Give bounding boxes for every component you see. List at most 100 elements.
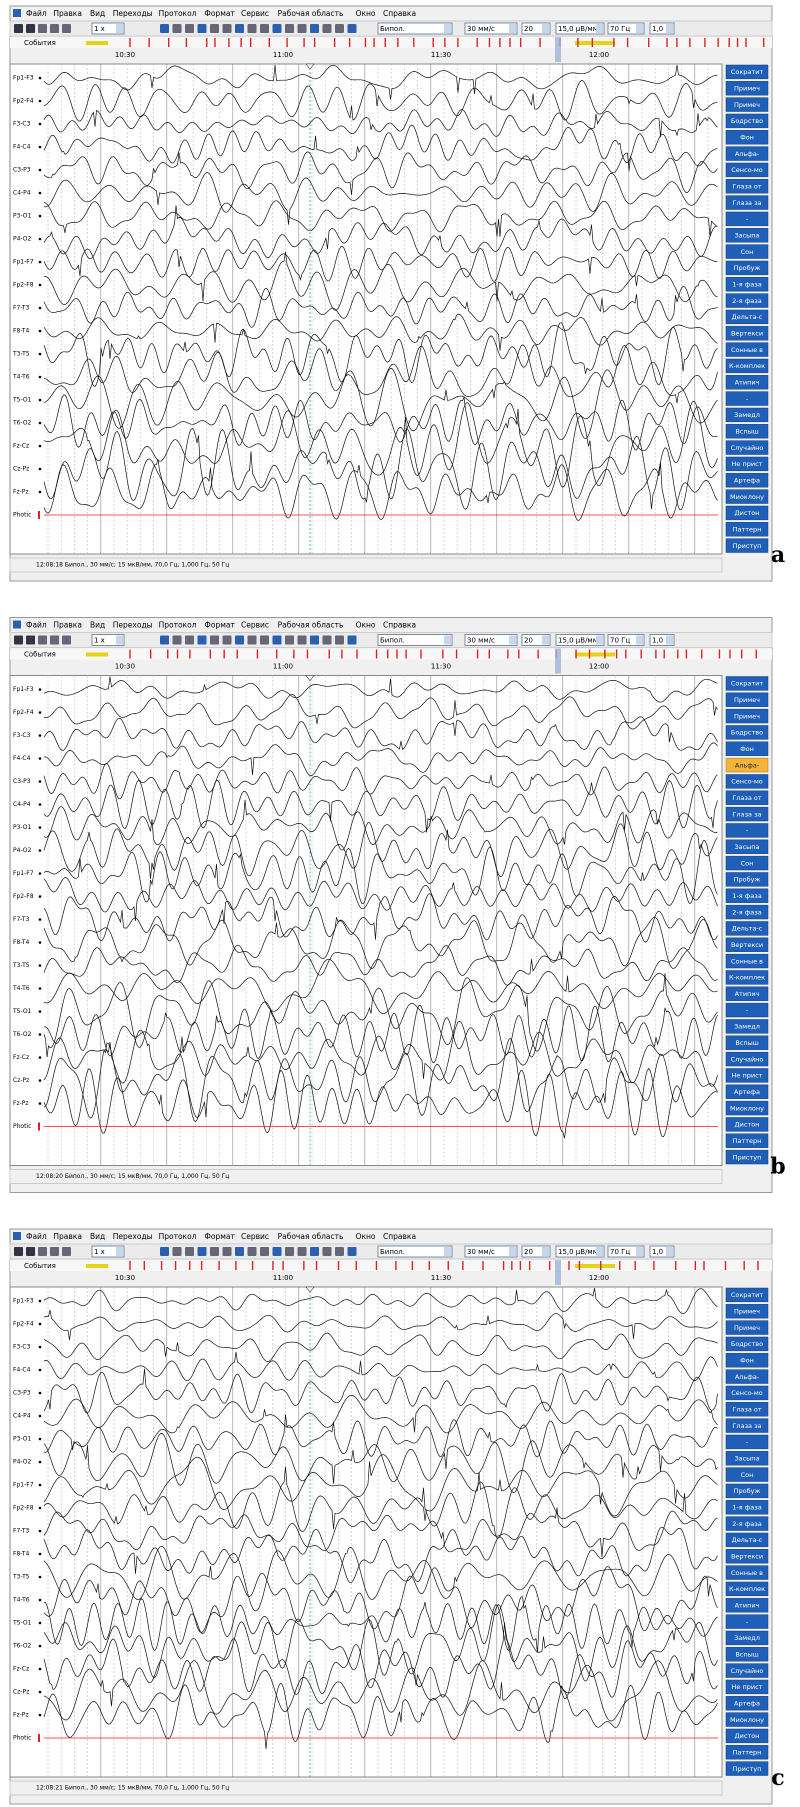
event-button[interactable]: [725, 1500, 769, 1515]
event-button[interactable]: [725, 1385, 769, 1401]
event-button[interactable]: [725, 1647, 769, 1662]
toolbar-icon[interactable]: [285, 24, 294, 33]
event-button[interactable]: [725, 1320, 769, 1335]
combo-box[interactable]: [521, 22, 551, 35]
event-button[interactable]: [725, 1728, 769, 1744]
event-button[interactable]: [725, 1287, 769, 1303]
event-button[interactable]: [725, 81, 769, 96]
menu-item[interactable]: Вид: [90, 1232, 105, 1241]
event-button[interactable]: [725, 1149, 769, 1165]
event-button[interactable]: [725, 937, 769, 952]
event-button[interactable]: [725, 1353, 769, 1368]
event-button[interactable]: [725, 1581, 769, 1597]
event-button[interactable]: [725, 970, 769, 985]
menu-item[interactable]: Формат: [204, 1232, 235, 1241]
toolbar-icon[interactable]: [235, 24, 244, 33]
toolbar-icon[interactable]: [285, 1247, 294, 1256]
combo-box[interactable]: [91, 634, 125, 646]
combo-box[interactable]: [607, 1245, 645, 1258]
combo-box[interactable]: [464, 22, 518, 35]
event-button[interactable]: [725, 1100, 769, 1116]
event-button[interactable]: [725, 757, 769, 773]
toolbar-icon[interactable]: [26, 635, 35, 645]
toolbar-icon[interactable]: [347, 635, 357, 645]
event-button[interactable]: [725, 1696, 769, 1711]
toolbar-icon[interactable]: [310, 1247, 319, 1256]
event-button[interactable]: [725, 872, 769, 887]
event-button[interactable]: [725, 774, 769, 789]
event-button[interactable]: [725, 407, 769, 423]
menu-item[interactable]: Вид: [90, 9, 105, 18]
event-button[interactable]: [725, 904, 769, 920]
event-button[interactable]: [725, 1614, 769, 1629]
menu-item[interactable]: Сервис: [241, 621, 269, 630]
event-button[interactable]: [725, 1402, 769, 1417]
event-button[interactable]: [725, 1051, 769, 1067]
toolbar-icon[interactable]: [247, 635, 257, 645]
event-button[interactable]: [725, 1663, 769, 1678]
event-button[interactable]: [725, 1133, 769, 1148]
menu-item[interactable]: Сервис: [241, 9, 269, 18]
toolbar-icon[interactable]: [297, 635, 307, 645]
toolbar-icon[interactable]: [14, 635, 23, 645]
menu-item[interactable]: Протокол: [159, 9, 197, 18]
toolbar-icon[interactable]: [172, 24, 182, 33]
menu-item[interactable]: Рабочая область: [278, 621, 344, 630]
event-button[interactable]: [725, 64, 769, 80]
event-button[interactable]: [725, 162, 769, 178]
menu-item[interactable]: Сервис: [241, 1232, 269, 1241]
toolbar-icon[interactable]: [26, 1247, 35, 1256]
toolbar-icon[interactable]: [197, 635, 207, 645]
event-button[interactable]: [725, 1549, 769, 1564]
toolbar-icon[interactable]: [335, 635, 344, 645]
event-button[interactable]: [725, 1483, 769, 1499]
toolbar-icon[interactable]: [347, 24, 357, 33]
menu-item[interactable]: Файл: [26, 621, 47, 630]
event-button[interactable]: [725, 1745, 769, 1760]
menu-item[interactable]: Переходы: [113, 621, 153, 630]
event-button[interactable]: [725, 326, 769, 341]
menu-item[interactable]: Файл: [26, 9, 47, 18]
event-button[interactable]: [725, 293, 769, 308]
toolbar-icon[interactable]: [38, 1247, 47, 1256]
event-button[interactable]: [725, 953, 769, 969]
toolbar-icon[interactable]: [222, 24, 232, 33]
toolbar-icon[interactable]: [335, 1247, 344, 1256]
toolbar-icon[interactable]: [172, 1247, 182, 1256]
event-button[interactable]: [725, 97, 769, 112]
toolbar-icon[interactable]: [272, 24, 282, 33]
event-button[interactable]: [725, 146, 769, 161]
menu-item[interactable]: Правка: [53, 1232, 82, 1241]
toolbar-icon[interactable]: [14, 24, 23, 33]
event-button[interactable]: [725, 888, 769, 903]
event-button[interactable]: [725, 790, 769, 805]
toolbar-icon[interactable]: [160, 24, 169, 33]
event-button[interactable]: [725, 1369, 769, 1384]
toolbar-icon[interactable]: [260, 24, 269, 33]
event-button[interactable]: [725, 986, 769, 1001]
combo-box[interactable]: [91, 1245, 125, 1258]
toolbar-icon[interactable]: [160, 635, 169, 645]
event-button[interactable]: [725, 195, 769, 210]
event-button[interactable]: [725, 1761, 769, 1776]
combo-box[interactable]: [607, 634, 645, 646]
event-button[interactable]: [725, 1304, 769, 1319]
event-button[interactable]: [725, 113, 769, 129]
toolbar-icon[interactable]: [50, 635, 59, 645]
event-button[interactable]: [725, 1467, 769, 1482]
event-button[interactable]: [725, 839, 769, 854]
event-button[interactable]: [725, 1565, 769, 1580]
menu-item[interactable]: Окно: [356, 1232, 376, 1241]
toolbar-icon[interactable]: [285, 635, 294, 645]
menu-item[interactable]: Вид: [90, 621, 105, 630]
toolbar-icon[interactable]: [50, 24, 59, 33]
event-button[interactable]: [725, 921, 769, 936]
toolbar-icon[interactable]: [185, 24, 194, 33]
menu-item[interactable]: Рабочая область: [278, 1232, 344, 1241]
toolbar-icon[interactable]: [235, 635, 244, 645]
toolbar-icon[interactable]: [210, 24, 219, 33]
combo-box[interactable]: [521, 634, 551, 646]
event-button[interactable]: [725, 358, 769, 374]
combo-box[interactable]: [377, 634, 453, 646]
event-button[interactable]: [725, 1068, 769, 1083]
